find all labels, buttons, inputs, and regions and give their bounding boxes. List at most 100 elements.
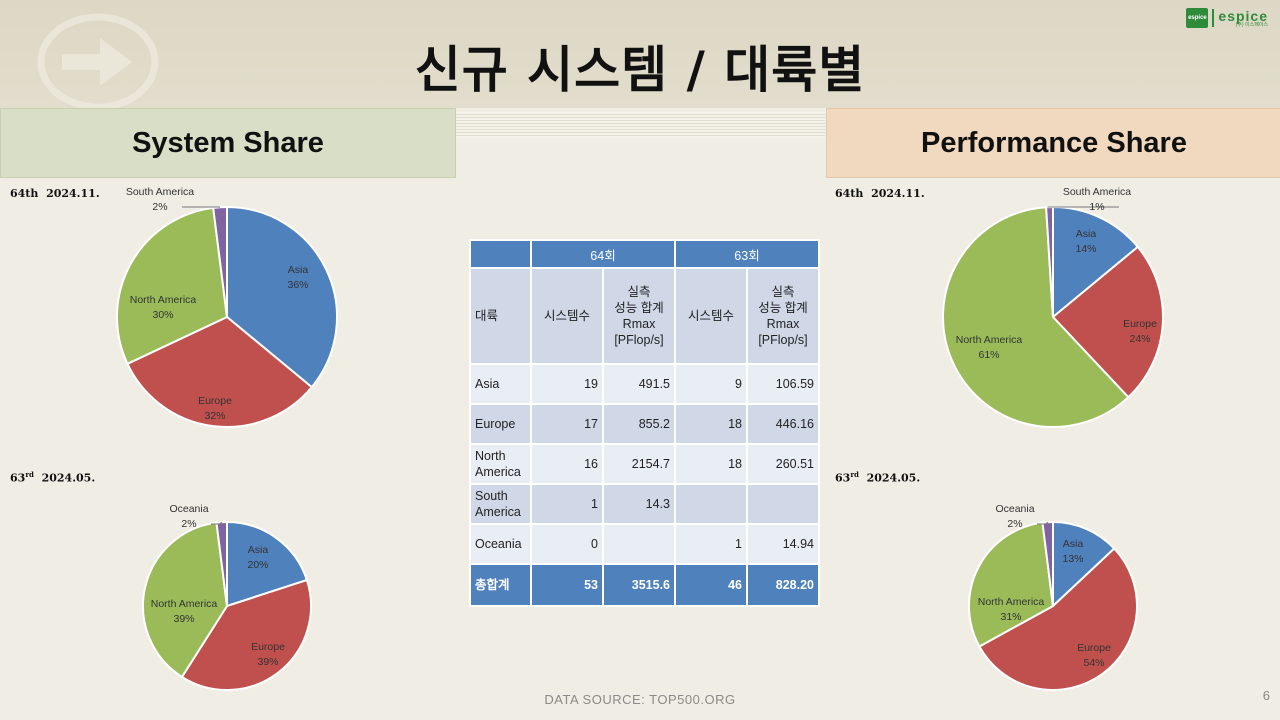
table-cell: 828.20 [746, 563, 820, 607]
edition-label: 64th [10, 187, 39, 200]
table-total-row: 총합계 53 3515.6 46 828.20 [469, 563, 820, 607]
pie-value-label: 13% [1062, 553, 1083, 565]
table-cell: 446.16 [746, 403, 820, 445]
pie-slice-north-america [942, 206, 1130, 428]
table-cell: 3515.6 [602, 563, 676, 607]
edition-63-left: 63rd 2024.05. [10, 470, 95, 485]
pie-category-label: North America [978, 596, 1045, 608]
table-cell: 17 [530, 403, 604, 445]
logo-text: espice (주) 이스페이스 [1218, 9, 1268, 28]
edition-64-left: 64th 2024.11. [10, 187, 100, 200]
edition-64-right: 64th 2024.11. [835, 187, 925, 200]
logo-subtitle: (주) 이스페이스 [1235, 21, 1268, 28]
pie-slice-asia [226, 520, 309, 608]
pie-slice-europe [126, 315, 314, 428]
table-cell: 2154.7 [602, 443, 676, 485]
table-cell [602, 523, 676, 565]
pie-value-label: 31% [1000, 611, 1021, 623]
table-cell: Asia [469, 363, 532, 405]
pie-category-label: South America [126, 186, 194, 198]
edition-number: 63 [10, 471, 26, 485]
pie-category-label: Asia [248, 544, 269, 556]
decorative-stripes [455, 112, 825, 138]
pie-category-label: North America [956, 334, 1023, 346]
table-cell: Europe [469, 403, 532, 445]
pie-value-label: 36% [287, 279, 308, 291]
pie-category-label: South America [1063, 186, 1131, 198]
pie-leader-line [1037, 521, 1049, 525]
page-title: 신규 시스템 / 대륙별 [414, 41, 866, 99]
edition-label: 64th [835, 187, 864, 200]
table-cell: North America [469, 443, 532, 485]
edition-date: 2024.11. [46, 187, 100, 200]
table-header-row: 64회 63회 [469, 239, 820, 269]
table-row: Asia 19 491.5 9 106.59 [469, 363, 820, 405]
pie-category-label: Europe [251, 641, 285, 653]
table-subheader-cell: 시스템수 [530, 267, 604, 365]
table-cell: 491.5 [602, 363, 676, 405]
table-cell: 18 [674, 403, 748, 445]
table-cell: 1 [674, 523, 748, 565]
espice-logo: espice espice (주) 이스페이스 [1186, 8, 1268, 28]
pie-value-label: 20% [247, 559, 268, 571]
pie-slice-asia [1052, 520, 1116, 609]
pie-category-label: Oceania [995, 503, 1034, 515]
table-cell: South America [469, 483, 532, 525]
table-header-cell [469, 239, 532, 269]
pie-category-label: Asia [1063, 538, 1084, 550]
table-cell: 9 [674, 363, 748, 405]
pie-slice-europe [978, 547, 1138, 692]
table-subheader-cell: 대륙 [469, 267, 532, 365]
table-cell: Oceania [469, 523, 532, 565]
arrow-right-icon [37, 13, 159, 111]
table-cell: 18 [674, 443, 748, 485]
table-subheader-cell: 실측 성능 합계 Rmax [PFlop/s] [746, 267, 820, 365]
table-cell: 46 [674, 563, 748, 607]
pie-value-label: 24% [1129, 333, 1150, 345]
data-source-footer: DATA SOURCE: TOP500.ORG [544, 692, 736, 707]
pie-leader-line [211, 521, 223, 525]
table-subheader-cell: 실측 성능 합계 Rmax [PFlop/s] [602, 267, 676, 365]
edition-date: 2024.05. [866, 471, 921, 485]
system-share-header: System Share [0, 108, 456, 178]
performance-share-header: Performance Share [826, 108, 1280, 178]
logo-mark: espice [1186, 8, 1209, 28]
table-cell: 106.59 [746, 363, 820, 405]
pie-value-label: 61% [978, 349, 999, 361]
edition-suffix: rd [25, 470, 34, 479]
pie-value-label: 32% [204, 410, 225, 422]
pie-slice-north-america [968, 521, 1055, 648]
table-cell: 14.3 [602, 483, 676, 525]
table-cell [746, 483, 820, 525]
continent-table: 64회 63회 대륙 시스템수 실측 성능 합계 Rmax [PFlop/s] … [469, 239, 820, 607]
edition-date: 2024.11. [871, 187, 925, 200]
logo-name: espice [1218, 7, 1268, 24]
pie-category-label: North America [130, 294, 197, 306]
pie-slice-europe [180, 578, 312, 691]
pie-value-label: 14% [1075, 243, 1096, 255]
table-cell: 14.94 [746, 523, 820, 565]
pie-category-label: North America [151, 598, 218, 610]
pie-category-label: Oceania [169, 503, 208, 515]
edition-suffix: rd [850, 470, 859, 479]
pie-value-label: 2% [181, 518, 196, 530]
logo-divider [1212, 9, 1215, 27]
pie-slice-asia [226, 205, 338, 389]
table-row: South America 1 14.3 [469, 483, 820, 525]
table-cell: 0 [530, 523, 604, 565]
table-subheader-row: 대륙 시스템수 실측 성능 합계 Rmax [PFlop/s] 시스템수 실측 … [469, 267, 820, 365]
pie-value-label: 30% [152, 309, 173, 321]
page-number: 6 [1262, 688, 1270, 703]
edition-number: 63 [835, 471, 851, 485]
pie-category-label: Asia [1076, 228, 1097, 240]
table-row: North America 16 2154.7 18 260.51 [469, 443, 820, 485]
table-row: Oceania 0 1 14.94 [469, 523, 820, 565]
pie-value-label: 54% [1083, 657, 1104, 669]
table-cell: 16 [530, 443, 604, 485]
table-header-cell: 63회 [674, 239, 820, 269]
table-subheader-cell: 시스템수 [674, 267, 748, 365]
